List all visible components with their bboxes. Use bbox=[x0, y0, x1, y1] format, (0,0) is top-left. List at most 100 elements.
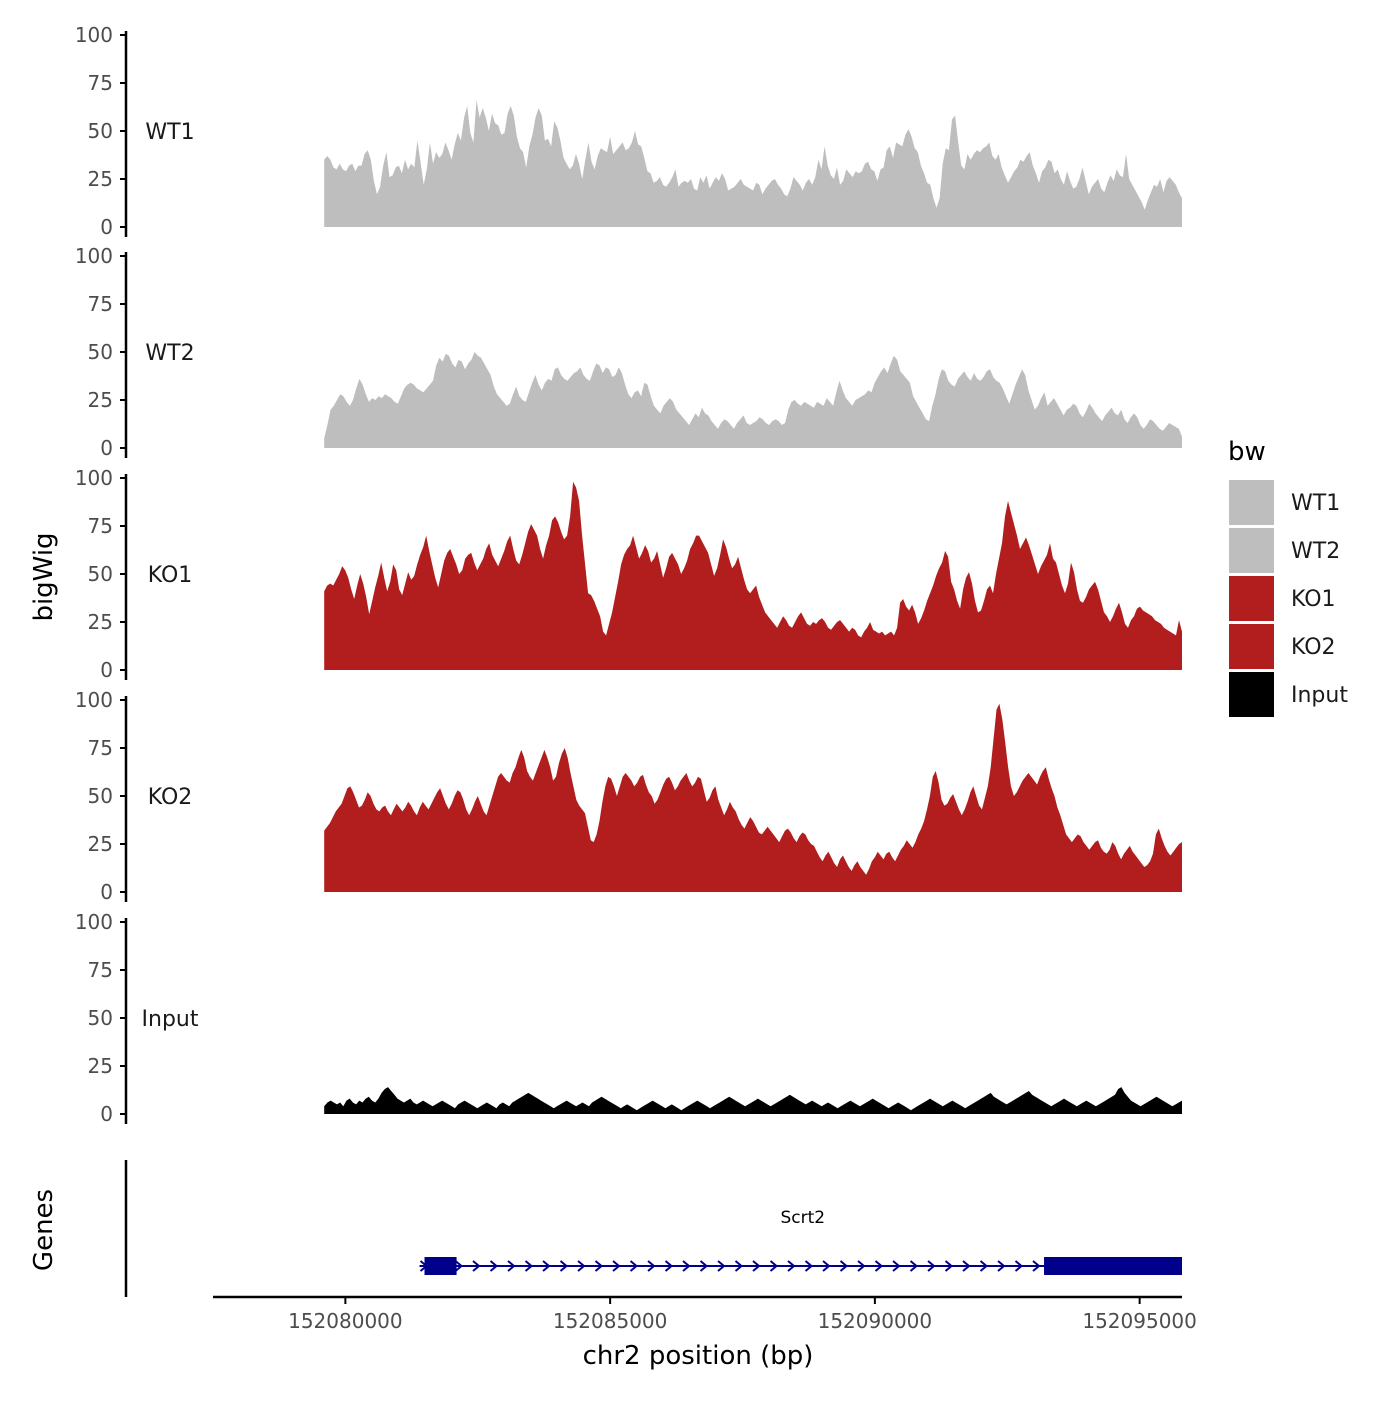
y-tick-label: 75 bbox=[88, 514, 113, 538]
y-tick-label: 75 bbox=[88, 71, 113, 95]
strand-arrow bbox=[559, 1260, 569, 1272]
track-label: Input bbox=[142, 1007, 199, 1032]
track-panel-ko2: 0 25 50 75 100 KO2 bbox=[75, 688, 1182, 904]
strand-arrow bbox=[717, 1260, 726, 1272]
signal-area-ko1 bbox=[324, 481, 1182, 670]
y-tick-label: 50 bbox=[88, 784, 113, 808]
strand-arrow bbox=[454, 1260, 464, 1272]
strand-arrow bbox=[839, 1260, 849, 1272]
strand-arrow bbox=[822, 1260, 831, 1272]
legend-title: bw bbox=[1228, 437, 1266, 467]
strand-arrow bbox=[629, 1260, 639, 1272]
legend-key-ko2 bbox=[1229, 624, 1274, 669]
x-tick-label: 152085000 bbox=[553, 1309, 668, 1333]
y-axis-title: bigWig bbox=[29, 532, 59, 621]
legend-key-wt2 bbox=[1229, 528, 1274, 573]
gene-exon bbox=[1044, 1257, 1182, 1275]
strand-arrow bbox=[682, 1260, 691, 1272]
strand-arrow bbox=[489, 1260, 499, 1272]
gene-name-label: Scrt2 bbox=[780, 1208, 825, 1228]
signal-area-input bbox=[324, 1087, 1182, 1114]
strand-arrow bbox=[542, 1260, 551, 1272]
y-tick-label: 25 bbox=[88, 832, 113, 856]
y-tick-label: 0 bbox=[100, 880, 113, 904]
y-tick-label: 0 bbox=[100, 215, 113, 239]
strand-arrow bbox=[612, 1260, 621, 1272]
y-tick-label: 75 bbox=[88, 958, 113, 982]
track-panels: 0255075100WT10255075100WT20255075100KO10… bbox=[75, 23, 1182, 1126]
strand-arrow bbox=[874, 1260, 884, 1272]
y-tick-label: 50 bbox=[88, 562, 113, 586]
strand-arrow bbox=[524, 1260, 534, 1272]
strand-arrow bbox=[804, 1260, 814, 1272]
y-tick-label: 25 bbox=[88, 388, 113, 412]
legend-label: KO2 bbox=[1291, 635, 1336, 660]
gene-exon bbox=[424, 1257, 457, 1275]
strand-arrow bbox=[997, 1260, 1006, 1272]
legend-key-wt1 bbox=[1229, 480, 1274, 525]
strand-arrow bbox=[962, 1260, 971, 1272]
x-axis: 152080000 152085000 152090000 152095000 bbox=[213, 1295, 1197, 1333]
y-tick-label: 100 bbox=[75, 23, 113, 47]
x-tick-label: 152090000 bbox=[818, 1309, 933, 1333]
strand-arrow bbox=[1032, 1260, 1041, 1272]
y-tick-label: 100 bbox=[75, 688, 113, 712]
y-tick-label: 0 bbox=[100, 436, 113, 460]
legend-label: WT2 bbox=[1291, 539, 1340, 564]
y-tick-label: 25 bbox=[88, 610, 113, 634]
track-label: KO2 bbox=[148, 785, 193, 810]
strand-arrow bbox=[857, 1260, 866, 1272]
track-panel-ko1: 0 25 50 75 100 KO1 bbox=[75, 466, 1182, 682]
gene-track: Scrt2 bbox=[124, 1160, 1182, 1297]
track-panel-wt2: 0 25 50 75 100 WT2 bbox=[75, 244, 1182, 460]
x-tick-label: 152080000 bbox=[288, 1309, 403, 1333]
strand-arrow bbox=[507, 1260, 516, 1272]
legend: bw WT1 WT2 KO1 KO2 Input bbox=[1228, 437, 1348, 717]
legend-label: WT1 bbox=[1291, 491, 1340, 516]
x-tick-label: 152095000 bbox=[1082, 1309, 1197, 1333]
strand-arrow bbox=[1014, 1260, 1024, 1272]
strand-arrow bbox=[944, 1260, 954, 1272]
y-tick-label: 0 bbox=[100, 658, 113, 682]
y-tick-label: 75 bbox=[88, 292, 113, 316]
strand-arrow bbox=[594, 1260, 604, 1272]
strand-arrow bbox=[927, 1260, 936, 1272]
y-tick-label: 75 bbox=[88, 736, 113, 760]
strand-arrow bbox=[472, 1260, 481, 1272]
legend-key-ko1 bbox=[1229, 576, 1274, 621]
y-tick-label: 100 bbox=[75, 466, 113, 490]
legend-key-input bbox=[1229, 672, 1274, 717]
strand-arrow bbox=[699, 1260, 709, 1272]
strand-arrow bbox=[577, 1260, 586, 1272]
legend-label: Input bbox=[1291, 683, 1348, 708]
strand-arrow bbox=[979, 1260, 989, 1272]
y-tick-label: 0 bbox=[100, 1102, 113, 1126]
signal-area-wt1 bbox=[324, 100, 1182, 227]
strand-arrow bbox=[734, 1260, 744, 1272]
legend-label: KO1 bbox=[1291, 587, 1336, 612]
signal-area-ko2 bbox=[324, 703, 1182, 892]
track-panel-wt1: 0 25 50 75 100 WT1 bbox=[75, 23, 1182, 239]
y-tick-label: 100 bbox=[75, 244, 113, 268]
signal-area-wt2 bbox=[324, 352, 1182, 448]
y-tick-label: 50 bbox=[88, 340, 113, 364]
strand-arrow bbox=[769, 1260, 779, 1272]
track-panel-input: 0 25 50 75 100 Input bbox=[75, 910, 1182, 1126]
track-label: WT1 bbox=[145, 120, 194, 145]
y-tick-label: 50 bbox=[88, 119, 113, 143]
strand-arrow bbox=[909, 1260, 919, 1272]
y-tick-label: 25 bbox=[88, 167, 113, 191]
y-tick-label: 25 bbox=[88, 1054, 113, 1078]
genes-axis-title: Genes bbox=[29, 1189, 59, 1271]
strand-arrow bbox=[664, 1260, 674, 1272]
strand-arrow bbox=[787, 1260, 796, 1272]
y-tick-label: 50 bbox=[88, 1006, 113, 1030]
y-tick-label: 100 bbox=[75, 910, 113, 934]
track-label: KO1 bbox=[148, 563, 193, 588]
x-axis-title: chr2 position (bp) bbox=[583, 1341, 814, 1371]
strand-arrow bbox=[752, 1260, 761, 1272]
track-label: WT2 bbox=[145, 341, 194, 366]
strand-arrow bbox=[892, 1260, 901, 1272]
